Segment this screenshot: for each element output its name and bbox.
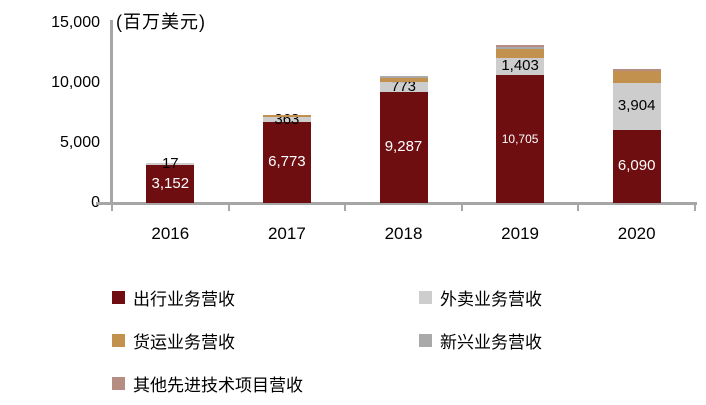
x-axis-tick xyxy=(460,205,463,211)
bar-data-label: 363 xyxy=(274,110,300,128)
bar-segment-2 xyxy=(146,163,195,166)
legend-item: 出行业务营收 xyxy=(112,285,235,310)
y-axis-unit-label: (百万美元) xyxy=(116,12,206,32)
bar-segment-1 xyxy=(612,129,661,203)
legend-item: 货运业务营收 xyxy=(112,328,235,353)
legend-label: 出行业务营收 xyxy=(133,290,235,309)
x-axis-tick xyxy=(227,205,230,211)
legend-item: 其他先进技术项目营收 xyxy=(112,371,303,396)
bar-segment-1 xyxy=(496,74,545,203)
x-axis-tick xyxy=(111,205,113,211)
legend-swatch xyxy=(419,291,432,304)
bar-segment-5 xyxy=(496,44,545,47)
legend-label: 货运业务营收 xyxy=(133,333,235,352)
bar-segment-1 xyxy=(379,91,428,203)
legend-item: 新兴业务营收 xyxy=(419,328,542,353)
bar-segment-2 xyxy=(612,83,661,130)
x-axis-category-label: 2018 xyxy=(384,224,423,243)
legend-label: 其他先进技术项目营收 xyxy=(133,376,303,395)
x-axis-category-label: 2016 xyxy=(151,224,190,243)
legend-label: 新兴业务营收 xyxy=(440,333,542,352)
bar-segment-3 xyxy=(262,115,311,118)
bar-segment-3 xyxy=(379,77,428,83)
bar-data-label: 6,773 xyxy=(268,153,306,171)
bar-data-label: 1,403 xyxy=(501,57,539,75)
x-axis-tick xyxy=(577,205,580,211)
x-axis-tick xyxy=(344,205,347,211)
y-axis-tick-label: 15,000 xyxy=(51,14,100,31)
legend-label: 外卖业务营收 xyxy=(440,290,542,309)
bar-segment-3 xyxy=(612,70,661,84)
bar-segment-2 xyxy=(262,117,311,122)
y-axis-line xyxy=(110,20,113,205)
legend-swatch xyxy=(112,291,125,304)
legend-swatch xyxy=(112,334,125,347)
y-axis-tick-label: 0 xyxy=(12,194,100,212)
bar-segment-5 xyxy=(612,68,661,71)
bar-data-label: 3,904 xyxy=(617,97,656,115)
y-axis-tick-label: 10,000 xyxy=(51,74,100,91)
bar-segment-2 xyxy=(379,82,428,92)
x-axis-line xyxy=(96,202,697,205)
legend-item: 外卖业务营收 xyxy=(419,285,542,310)
x-axis-tick xyxy=(694,205,696,211)
x-axis-category-label: 2019 xyxy=(501,224,539,243)
bar-data-label: 10,705 xyxy=(501,131,539,146)
bar-segment-1 xyxy=(262,121,311,203)
bar-data-label: 9,287 xyxy=(384,138,423,156)
bar-segment-3 xyxy=(496,48,545,58)
legend-swatch xyxy=(419,334,432,347)
x-axis-category-label: 2020 xyxy=(617,224,656,243)
y-axis-tick-label: 5,000 xyxy=(59,134,100,151)
x-axis-category-label: 2017 xyxy=(267,224,306,243)
bar-segment-1 xyxy=(146,165,195,203)
bar-segment-2 xyxy=(496,57,545,75)
legend-swatch xyxy=(112,377,125,390)
bar-data-label: 17 xyxy=(161,155,179,173)
bar-segment-4 xyxy=(496,46,545,49)
bar-data-label: 6,090 xyxy=(617,157,656,175)
bar-segment-4 xyxy=(379,75,428,78)
bar-data-label: 3,152 xyxy=(151,175,190,193)
